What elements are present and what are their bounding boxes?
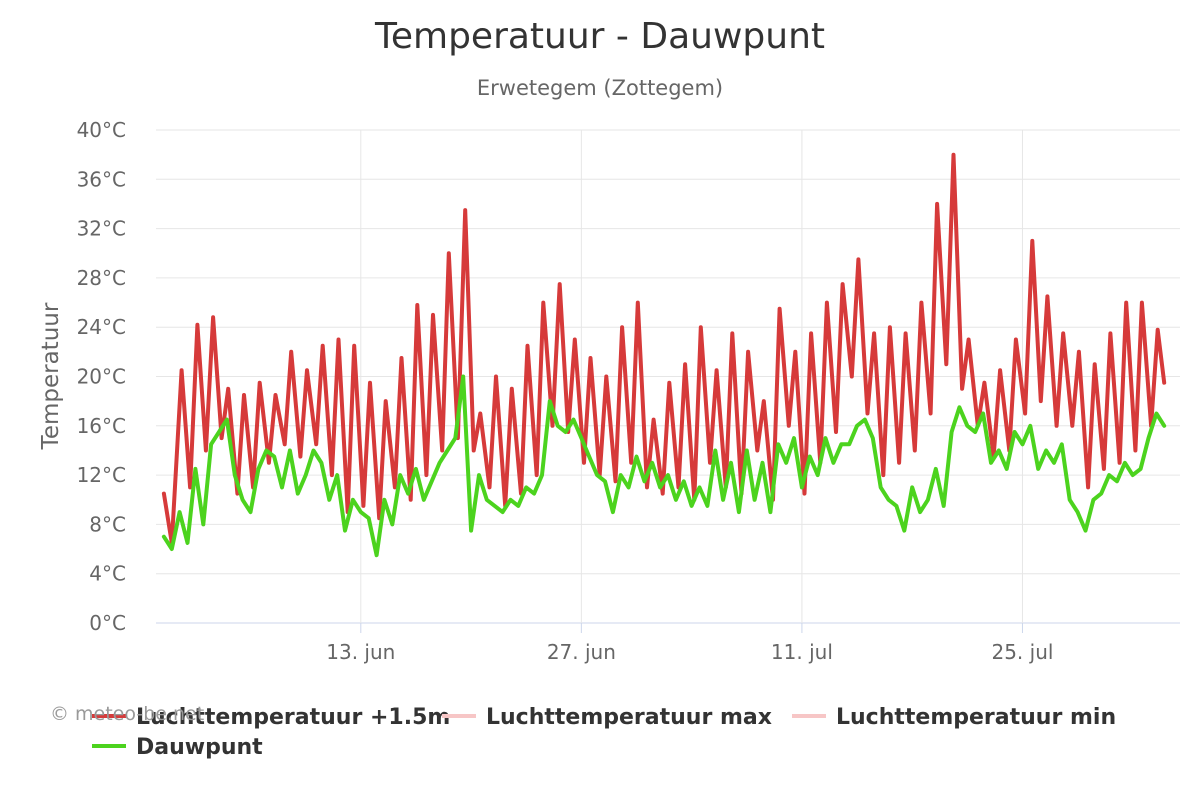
x-tick-labels: 13. jun 27. jun 11. jul 25. jul [326,640,1053,664]
y-tick-label: 32°C [77,217,126,241]
y-tick-label: 16°C [77,414,126,438]
y-tick-label: 36°C [77,167,126,191]
legend-label-luchttemperatuur-min[interactable]: Luchttemperatuur min [836,705,1116,730]
legend-label-dauwpunt[interactable]: Dauwpunt [136,735,263,760]
y-tick-label: 20°C [77,365,126,389]
legend-label-luchttemperatuur-max[interactable]: Luchttemperatuur max [486,705,772,730]
series-line-luchttemperatuur-1-5m[interactable] [161,152,1167,545]
series-line-dauwpunt[interactable] [161,374,1167,558]
y-tick-label: 0°C [89,611,126,635]
chart-title: Temperatuur - Dauwpunt [374,16,825,57]
series-lines [161,152,1167,558]
y-tick-label: 4°C [89,562,126,586]
x-tick-label: 11. jul [771,640,833,664]
y-tick-label: 8°C [89,512,126,536]
chart-subtitle: Erwetegem (Zottegem) [477,76,723,100]
credit-text[interactable]: © meteo-be.net [50,703,204,725]
y-tick-label: 40°C [77,118,126,142]
y-tick-label: 28°C [77,266,126,290]
x-tick-label: 25. jul [991,640,1053,664]
legend: Luchttemperatuur +1.5m Luchttemperatuur … [92,705,1116,760]
legend-label-luchttemperatuur[interactable]: Luchttemperatuur +1.5m [136,705,450,730]
x-tick-label: 13. jun [326,640,395,664]
x-tick-label: 27. jun [547,640,616,664]
y-tick-labels: 0°C 4°C 8°C 12°C 16°C 20°C 24°C 28°C 32°C 36°C 40°… [77,118,126,635]
y-tick-label: 12°C [77,463,126,487]
y-tick-label: 24°C [77,315,126,339]
y-axis-label: Temperatuur [38,302,64,450]
